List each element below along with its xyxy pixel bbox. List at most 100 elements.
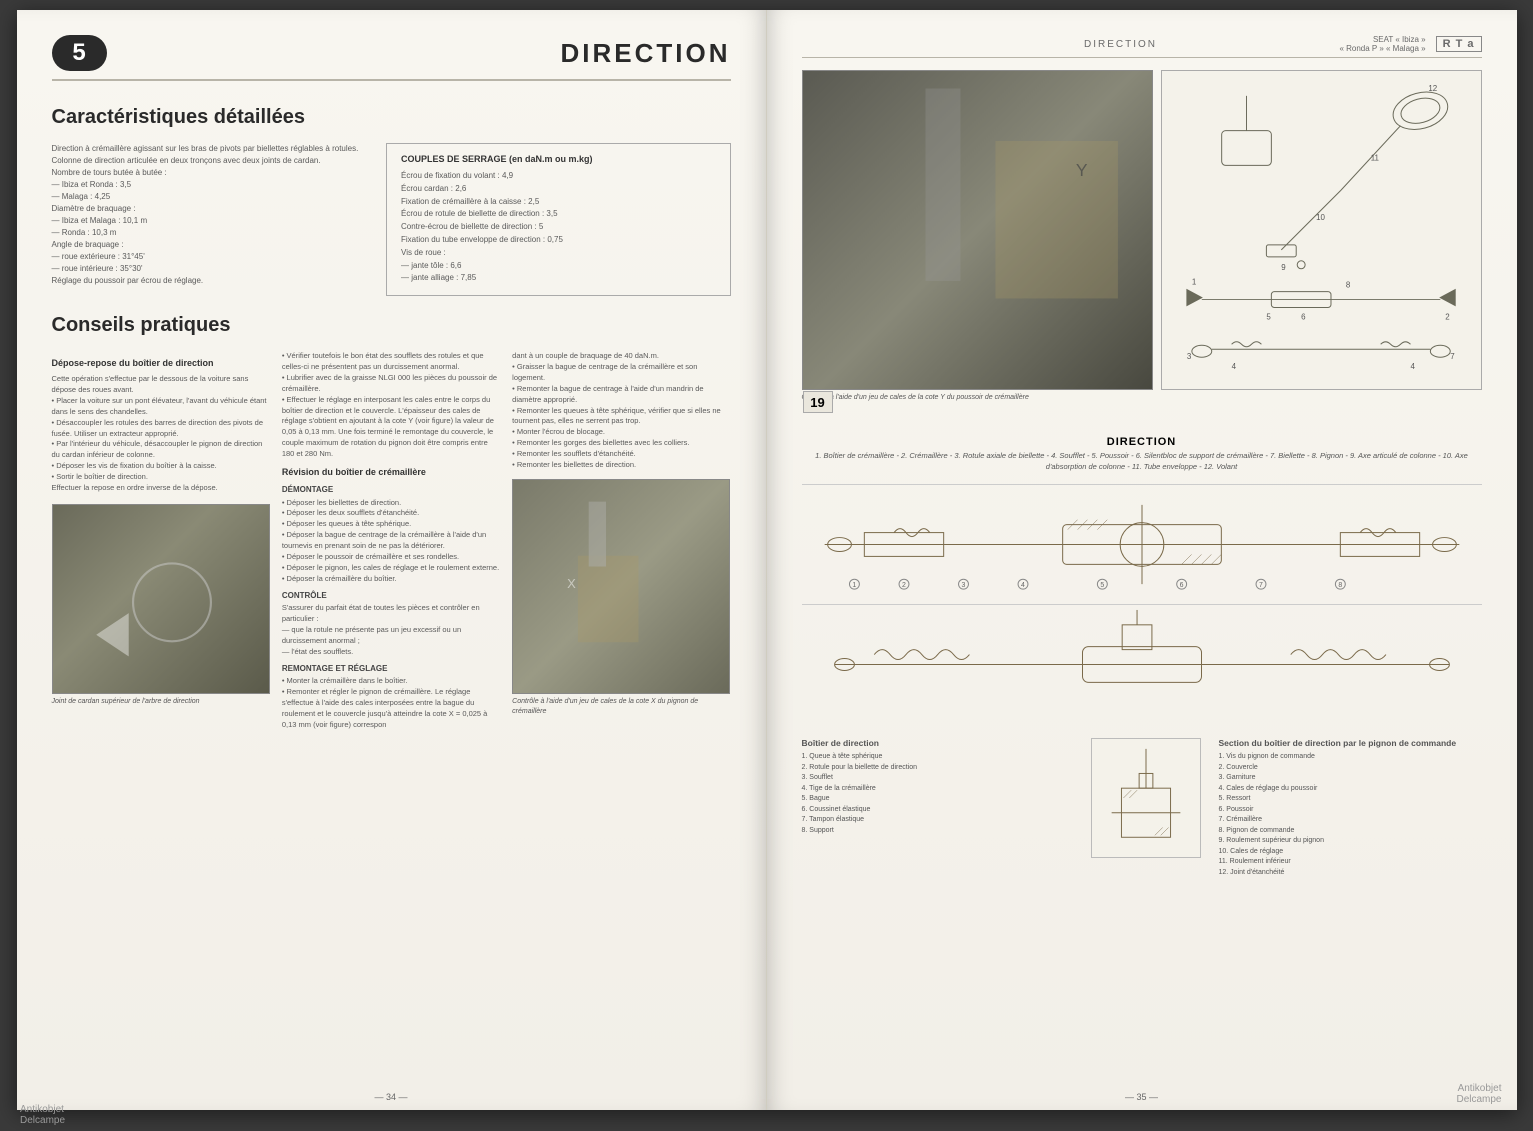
svg-text:4: 4 [1021,582,1025,589]
legend-text: 1. Boîtier de crémaillère - 2. Crémaillè… [802,451,1482,472]
couple-item: Fixation du tube enveloppe de direction … [401,234,716,247]
legend-item: 8. Support [802,826,1065,837]
svg-text:10: 10 [1316,213,1325,222]
diagram-legend: DIRECTION 1. Boîtier de crémaillère - 2.… [802,436,1482,472]
photo-pinion-check: X [512,479,730,694]
couple-item: Fixation de crémaillère à la caisse : 2,… [401,196,716,209]
svg-text:X: X [567,576,576,591]
couple-item: Écrou de rotule de biellette de directio… [401,208,716,221]
pinion-section-icon [1092,739,1200,857]
page-number-left: — 34 — [374,1092,407,1102]
legend-item: 4. Tige de la crémaillère [802,784,1065,795]
svg-text:5: 5 [1100,582,1104,589]
photo-detail-icon [53,505,269,721]
rack-assembly-icon [802,605,1482,724]
couple-item: Écrou cardan : 2,6 [401,183,716,196]
right-top-row: Y 1 9 [802,70,1482,390]
rta-badge: R T a [1436,36,1482,52]
couples-box: COUPLES DE SERRAGE (en daN.m ou m.kg) Éc… [386,143,731,296]
svg-text:1: 1 [1192,278,1197,287]
section-specs-title: Caractéristiques détaillées [52,106,731,129]
bottom-right-title: Section du boîtier de direction par le p… [1219,738,1482,748]
right-header: DIRECTION SEAT « Ibiza » « Ronda P » « M… [802,35,1482,58]
header-center: DIRECTION [902,39,1340,50]
legend-item: 7. Crémaillère [1219,815,1482,826]
svg-text:1: 1 [852,582,856,589]
technical-cross-sections: 1 2 3 4 5 6 7 8 [802,484,1482,724]
svg-text:7: 7 [1451,352,1456,361]
legend-item: 8. Pignon de commande [1219,826,1482,837]
svg-text:9: 9 [1282,263,1287,272]
specs-text: Direction à crémaillère agissant sur les… [52,143,367,296]
bottom-legends: Boîtier de direction 1. Queue à tête sph… [802,738,1482,878]
couple-item: Vis de roue : [401,247,716,260]
legend-item: 6. Poussoir [1219,805,1482,816]
legend-item: 4. Cales de réglage du poussoir [1219,784,1482,795]
legend-item: 1. Queue à tête sphérique [802,752,1065,763]
svg-text:2: 2 [1446,312,1451,321]
svg-text:4: 4 [1411,362,1416,371]
legend-item: 2. Couvercle [1219,763,1482,774]
legend-item: 12. Joint d'étanchéité [1219,868,1482,879]
col2-heading: Révision du boîtier de crémaillère [282,466,500,479]
couple-item: — jante tôle : 6,6 [401,260,716,273]
couple-item: Contre-écrou de biellette de direction :… [401,221,716,234]
bottom-right-legend: Section du boîtier de direction par le p… [1219,738,1482,878]
svg-text:6: 6 [1302,312,1307,321]
svg-text:11: 11 [1371,153,1380,162]
chapter-header: 5 DIRECTION [52,35,731,81]
svg-text:4: 4 [1232,362,1237,371]
svg-text:7: 7 [1259,582,1263,589]
svg-text:5: 5 [1267,312,1272,321]
header-models: SEAT « Ibiza » « Ronda P » « Malaga » [1339,35,1425,53]
cross-section-top: 1 2 3 4 5 6 7 8 [802,484,1482,604]
right-page: DIRECTION SEAT « Ibiza » « Ronda P » « M… [767,10,1517,1110]
watermark: Antikobjet Delcampe [1456,1083,1501,1105]
legend-item: 9. Roulement supérieur du pignon [1219,836,1482,847]
legend-item: 7. Tampon élastique [802,815,1065,826]
couple-item: Écrou de fixation du volant : 4,9 [401,170,716,183]
page-number-right: — 35 — [1125,1092,1158,1102]
svg-text:12: 12 [1429,84,1438,93]
col2-sub1: DÉMONTAGE [282,484,500,496]
couples-title: COUPLES DE SERRAGE (en daN.m ou m.kg) [401,154,716,164]
conseils-columns: Dépose-repose du boîtier de direction Ce… [52,351,731,730]
legend-item: 5. Bague [802,794,1065,805]
photo2-caption: Contrôle à l'aide d'un jeu de cales de l… [512,697,730,717]
couples-list: Écrou de fixation du volant : 4,9 Écrou … [401,170,716,285]
col2-sub2: CONTRÔLE [282,590,500,602]
col1-heading: Dépose-repose du boîtier de direction [52,357,270,370]
svg-text:Y: Y [1075,160,1087,180]
col2-text2: S'assurer du parfait état de toutes les … [282,603,500,657]
col3-text: dant à un couple de braquage de 40 daN.m… [512,351,730,471]
legend-item: 5. Ressort [1219,794,1482,805]
section-conseils-title: Conseils pratiques [52,314,731,337]
svg-text:8: 8 [1338,582,1342,589]
svg-text:3: 3 [961,582,965,589]
rack-section-icon: 1 2 3 4 5 6 7 8 [802,485,1482,604]
svg-text:3: 3 [1187,352,1192,361]
col1-text: Cette opération s'effectue par le dessou… [52,374,270,494]
col3: dant à un couple de braquage de 40 daN.m… [512,351,730,730]
col2: • Vérifier toutefois le bon état des sou… [282,351,500,730]
chapter-number-badge: 5 [52,35,107,71]
legend-item: 1. Vis du pignon de commande [1219,752,1482,763]
bottom-left-legend: Boîtier de direction 1. Queue à tête sph… [802,738,1065,878]
legend-item: 11. Roulement inférieur [1219,857,1482,868]
col2-sub3: REMONTAGE ET RÉGLAGE [282,663,500,675]
svg-text:8: 8 [1346,281,1351,290]
left-page: 5 DIRECTION Caractéristiques détaillées … [17,10,767,1110]
svg-text:2: 2 [902,582,906,589]
legend-item: 6. Coussinet élastique [802,805,1065,816]
chapter-title: DIRECTION [107,38,731,69]
couple-item: — jante alliage : 7,85 [401,272,716,285]
photo-overlay-icon: Y [803,71,1153,421]
legend-title: DIRECTION [802,436,1482,448]
legend-item: 10. Cales de réglage [1219,847,1482,858]
col1: Dépose-repose du boîtier de direction Ce… [52,351,270,730]
svg-text:6: 6 [1179,582,1183,589]
bottom-left-title: Boîtier de direction [802,738,1065,748]
legend-item: 2. Rotule pour la biellette de direction [802,763,1065,774]
photo-pushrod-check: Y 19 [802,70,1154,390]
magazine-spread: 5 DIRECTION Caractéristiques détaillées … [17,10,1517,1110]
